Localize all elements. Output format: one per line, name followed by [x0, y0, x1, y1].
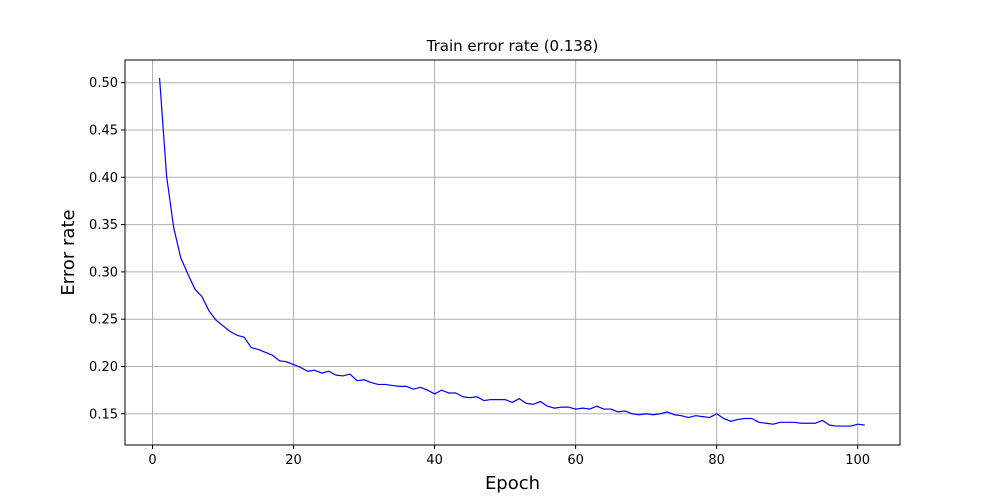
- x-tick-label: 20: [285, 453, 302, 468]
- plot-frame: [124, 59, 901, 446]
- grid: [125, 60, 900, 445]
- x-tick-label: 100: [845, 453, 870, 468]
- y-tick-label: 0.20: [89, 360, 118, 375]
- y-tick-label: 0.25: [89, 313, 118, 328]
- x-tick-label: 40: [426, 453, 443, 468]
- y-axis-title: Error rate: [58, 209, 79, 295]
- y-tick-label: 0.15: [89, 407, 118, 422]
- series-layer: [158, 77, 865, 427]
- chart-title: Train error rate (0.138): [426, 37, 599, 55]
- x-axis-title: Epoch: [485, 473, 540, 494]
- y-tick-label: 0.35: [89, 218, 118, 233]
- x-tick-label: 0: [148, 453, 156, 468]
- x-tick-label: 60: [567, 453, 584, 468]
- error-rate-line: [158, 77, 865, 427]
- x-tick-label: 80: [708, 453, 725, 468]
- y-tick-label: 0.30: [89, 265, 118, 280]
- y-tick-label: 0.45: [89, 124, 118, 139]
- ticks: 0 20 40 60 80 100 0.15 0.20 0.25 0.30 0.35 0.40 0.45…: [89, 76, 870, 468]
- y-tick-label: 0.50: [89, 76, 118, 91]
- y-tick-label: 0.40: [89, 171, 118, 186]
